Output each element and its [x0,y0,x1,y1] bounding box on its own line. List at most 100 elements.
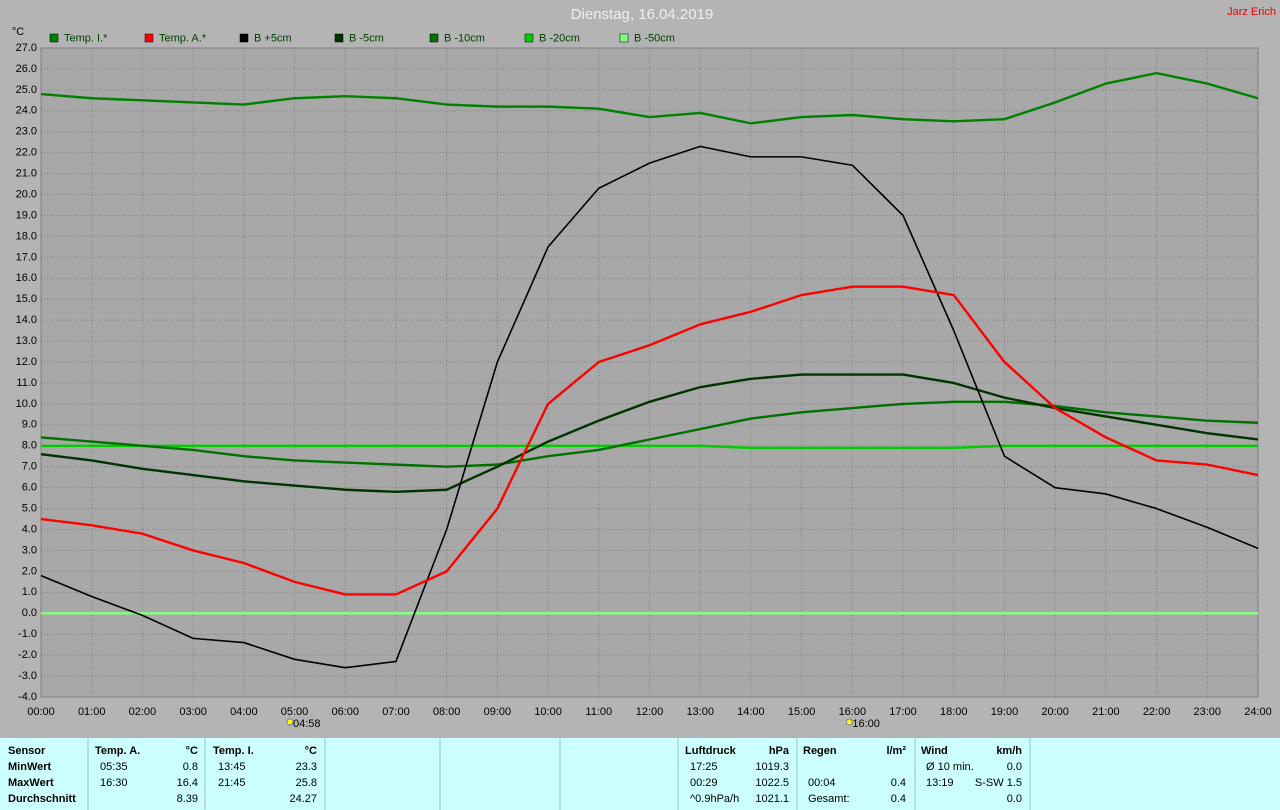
x-tick-label: 18:00 [940,706,968,718]
y-tick-label: -1.0 [18,628,37,640]
stat-value: 1022.5 [755,777,789,789]
y-tick-label: 21.0 [16,168,37,180]
legend-swatch [334,33,344,43]
series-line [40,285,1259,596]
group-unit: km/h [996,745,1022,757]
sensor-label: Sensor [8,745,46,757]
x-tick-label: 24:00 [1244,706,1272,718]
stat-value: 0.0 [1007,761,1022,773]
series-line [41,444,1258,450]
stat-value: 1019.3 [755,761,789,773]
legend-swatch [239,33,249,43]
group-unit: l/m² [886,745,906,757]
x-tick-label: 11:00 [585,706,612,718]
stat-time: 00:04 [808,777,836,789]
group-title: Temp. A. [95,745,140,757]
stat-time: Gesamt: [808,793,850,805]
y-tick-label: 24.0 [16,105,37,117]
y-tick-label: 17.0 [16,251,37,263]
stat-value: 16.4 [177,777,198,789]
sensor-label: Durchschnitt [8,793,76,805]
x-tick-label: 22:00 [1143,706,1171,718]
sun-marker [286,718,294,726]
x-tick-label: 19:00 [991,706,1019,718]
x-tick-label: 07:00 [382,706,410,718]
y-tick-label: 10.0 [16,398,37,410]
stat-time: 16:30 [100,777,128,789]
y-tick-label: 6.0 [22,482,37,494]
y-tick-label: 25.0 [16,84,37,96]
stat-value: 0.4 [891,793,906,805]
stat-value: S-SW 1.5 [975,777,1022,789]
chart-title: Dienstag, 16.04.2019 [571,6,714,23]
x-tick-label: 08:00 [433,706,461,718]
y-tick-label: 7.0 [22,461,37,473]
stat-time: 13:19 [926,777,954,789]
x-tick-label: 06:00 [331,706,359,718]
x-tick-label: 09:00 [484,706,512,718]
y-tick-label: 8.0 [22,440,37,452]
sensor-label: MinWert [8,761,52,773]
y-tick-label: 27.0 [16,42,37,54]
y-tick-label: 12.0 [16,356,37,368]
series-line [40,71,1259,125]
legend-label: B -50cm [634,32,675,44]
stats-panel [0,738,1280,810]
legend-label: B -10cm [444,32,485,44]
y-tick-label: 4.0 [22,523,37,535]
stat-value: 0.0 [1007,793,1022,805]
stat-time: 00:29 [690,777,718,789]
y-tick-label: -2.0 [18,649,37,661]
sun-marker [845,718,853,726]
stat-value: 8.39 [177,793,198,805]
x-tick-label: 10:00 [534,706,562,718]
x-tick-label: 21:00 [1092,706,1120,718]
sensor-label: MaxWert [8,777,54,789]
legend-label: B -20cm [539,32,580,44]
x-tick-label: 23:00 [1194,706,1222,718]
stat-value: 1021.1 [755,793,789,805]
x-tick-label: 12:00 [636,706,664,718]
annotation: 04:58 [293,718,321,730]
stat-time: 05:35 [100,761,128,773]
y-tick-label: 11.0 [16,377,37,389]
y-tick-label: 19.0 [16,209,37,221]
x-tick-label: 03:00 [179,706,207,718]
x-tick-label: 04:00 [230,706,258,718]
series-line [40,400,1259,468]
legend-swatch [144,33,154,43]
y-tick-label: 22.0 [16,147,37,159]
group-title: Luftdruck [685,745,737,757]
y-tick-label: 14.0 [16,314,37,326]
y-tick-label: 1.0 [22,586,37,598]
y-tick-label: 18.0 [16,230,37,242]
x-tick-label: 13:00 [686,706,714,718]
y-tick-label: 16.0 [16,272,37,284]
y-unit: °C [12,26,24,38]
legend-swatch [619,33,629,43]
x-tick-label: 05:00 [281,706,309,718]
group-unit: °C [305,745,317,757]
legend-label: B +5cm [254,32,292,44]
x-tick-label: 17:00 [889,706,917,718]
x-tick-label: 20:00 [1041,706,1069,718]
x-tick-label: 15:00 [788,706,816,718]
y-tick-label: 13.0 [16,335,37,347]
group-title: Wind [921,745,948,757]
series-line [40,145,1259,669]
y-tick-label: 3.0 [22,544,37,556]
legend-swatch [524,33,534,43]
y-tick-label: 23.0 [16,126,37,138]
y-tick-label: -3.0 [18,670,37,682]
stat-time: Ø 10 min. [926,761,974,773]
y-tick-label: 15.0 [16,293,37,305]
stat-time: 21:45 [218,777,246,789]
x-tick-label: 01:00 [78,706,106,718]
stat-value: 24.27 [289,793,317,805]
stat-value: 23.3 [296,761,317,773]
group-unit: hPa [769,745,790,757]
stat-value: 0.8 [183,761,198,773]
y-tick-label: 2.0 [22,565,37,577]
